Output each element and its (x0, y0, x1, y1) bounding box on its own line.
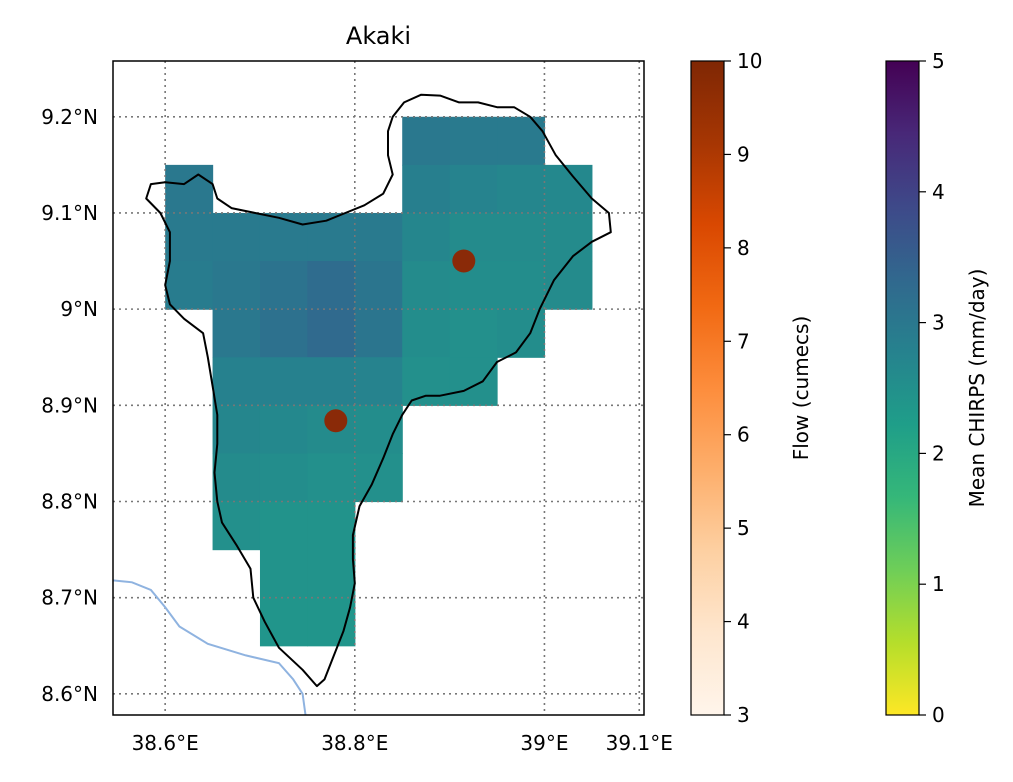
colorbar-tick-label: 1 (932, 572, 945, 596)
rainfall-cell (212, 501, 261, 551)
colorbar-tick-label: 8 (737, 236, 750, 260)
y-axis-ticks: 8.6°N 8.7°N 8.8°N 8.9°N 9°N 9.1°N 9.2°N (41, 105, 98, 706)
rainfall-cell (307, 549, 356, 599)
river-line (113, 579, 307, 715)
x-tick-label: 39.1°E (606, 731, 673, 755)
rainfall-cell (402, 261, 451, 310)
rainfall-cell (402, 357, 451, 406)
rainfall-cell (307, 453, 356, 503)
rainfall-cell (307, 357, 356, 406)
rainfall-cell (307, 212, 356, 262)
rainfall-cell (449, 164, 498, 214)
flow-colorbar-label: Flow (cumecs) (789, 316, 813, 461)
rainfall-cell (307, 501, 356, 551)
y-tick-label: 9°N (60, 297, 98, 321)
catchment-boundary (145, 93, 612, 688)
y-tick-label: 9.2°N (41, 105, 98, 129)
rainfall-cell (259, 597, 308, 647)
y-tick-label: 8.6°N (41, 682, 98, 706)
rainfall-cell (354, 309, 403, 358)
x-axis-ticks: 38.6°E 38.8°E 39°E 39.1°E (132, 731, 673, 755)
y-tick-label: 9.1°N (41, 201, 98, 225)
rainfall-cell (449, 357, 498, 406)
gridlines (113, 61, 644, 715)
rainfall-cell (307, 309, 356, 358)
x-tick-label: 38.6°E (132, 731, 199, 755)
rainfall-cell (259, 405, 308, 454)
chart-title: Akaki (346, 22, 411, 50)
rainfall-cell (402, 116, 451, 166)
colorbar-tick-label: 7 (737, 329, 750, 353)
rainfall-cell (259, 357, 308, 406)
chirps-colorbar-ticks: 0 1 2 3 4 5 (919, 49, 945, 727)
rainfall-cell (449, 309, 498, 358)
colorbar-tick-label: 3 (932, 311, 945, 335)
colorbar-tick-label: 6 (737, 423, 750, 447)
x-tick-label: 38.8°E (321, 731, 388, 755)
rainfall-cell (497, 212, 546, 262)
rainfall-cell (497, 164, 546, 214)
colorbar-tick-label: 3 (737, 703, 750, 727)
rainfall-cell (165, 212, 214, 262)
rainfall-cell (497, 261, 546, 310)
x-tick-label: 39°E (520, 731, 568, 755)
rainfall-cell (212, 309, 261, 358)
rainfall-cell (165, 261, 214, 310)
rainfall-cell (212, 405, 261, 454)
rainfall-cell (165, 164, 214, 214)
plot-frame (112, 60, 645, 716)
colorbar-tick-label: 5 (932, 49, 945, 73)
flow-colorbar (690, 60, 725, 716)
flow-gauge-point (324, 409, 348, 433)
rainfall-cell (307, 597, 356, 647)
rainfall-cell (259, 501, 308, 551)
colorbar-tick-label: 2 (932, 441, 945, 465)
rainfall-cell (212, 453, 261, 503)
rainfall-cell (354, 357, 403, 406)
rainfall-cell (402, 309, 451, 358)
rainfall-cell (449, 116, 498, 166)
colorbar-tick-label: 0 (932, 703, 945, 727)
flow-points (324, 249, 476, 433)
rainfall-cell (402, 164, 451, 214)
rainfall-cell (212, 212, 261, 262)
rainfall-cells (165, 116, 593, 647)
rainfall-cell (544, 212, 593, 262)
y-tick-label: 8.7°N (41, 586, 98, 610)
rainfall-cell (259, 453, 308, 503)
rainfall-cell (307, 261, 356, 310)
catchment-outline (145, 93, 612, 688)
colorbar-tick-label: 10 (737, 49, 762, 73)
rainfall-cell (497, 116, 546, 166)
rainfall-cell (402, 212, 451, 262)
rainfall-cell (212, 357, 261, 406)
flow-gauge-point (452, 249, 476, 273)
y-tick-label: 8.8°N (41, 489, 98, 513)
colorbar-tick-label: 4 (932, 180, 945, 204)
rainfall-cell (259, 261, 308, 310)
rainfall-cell (259, 309, 308, 358)
rainfall-cell (212, 261, 261, 310)
chirps-colorbar (885, 60, 920, 716)
colorbar-tick-label: 4 (737, 610, 750, 634)
rainfall-cell (259, 212, 308, 262)
rainfall-cell (354, 261, 403, 310)
y-tick-label: 8.9°N (41, 393, 98, 417)
colorbar-tick-label: 9 (737, 142, 750, 166)
flow-colorbar-ticks: 3 4 5 6 7 8 9 10 (724, 49, 762, 727)
colorbar-tick-label: 5 (737, 516, 750, 540)
rainfall-cell (354, 453, 403, 503)
river-path (113, 579, 307, 715)
rainfall-cell (259, 549, 308, 599)
chirps-colorbar-label: Mean CHIRPS (mm/day) (965, 269, 989, 508)
rainfall-cell (354, 212, 403, 262)
